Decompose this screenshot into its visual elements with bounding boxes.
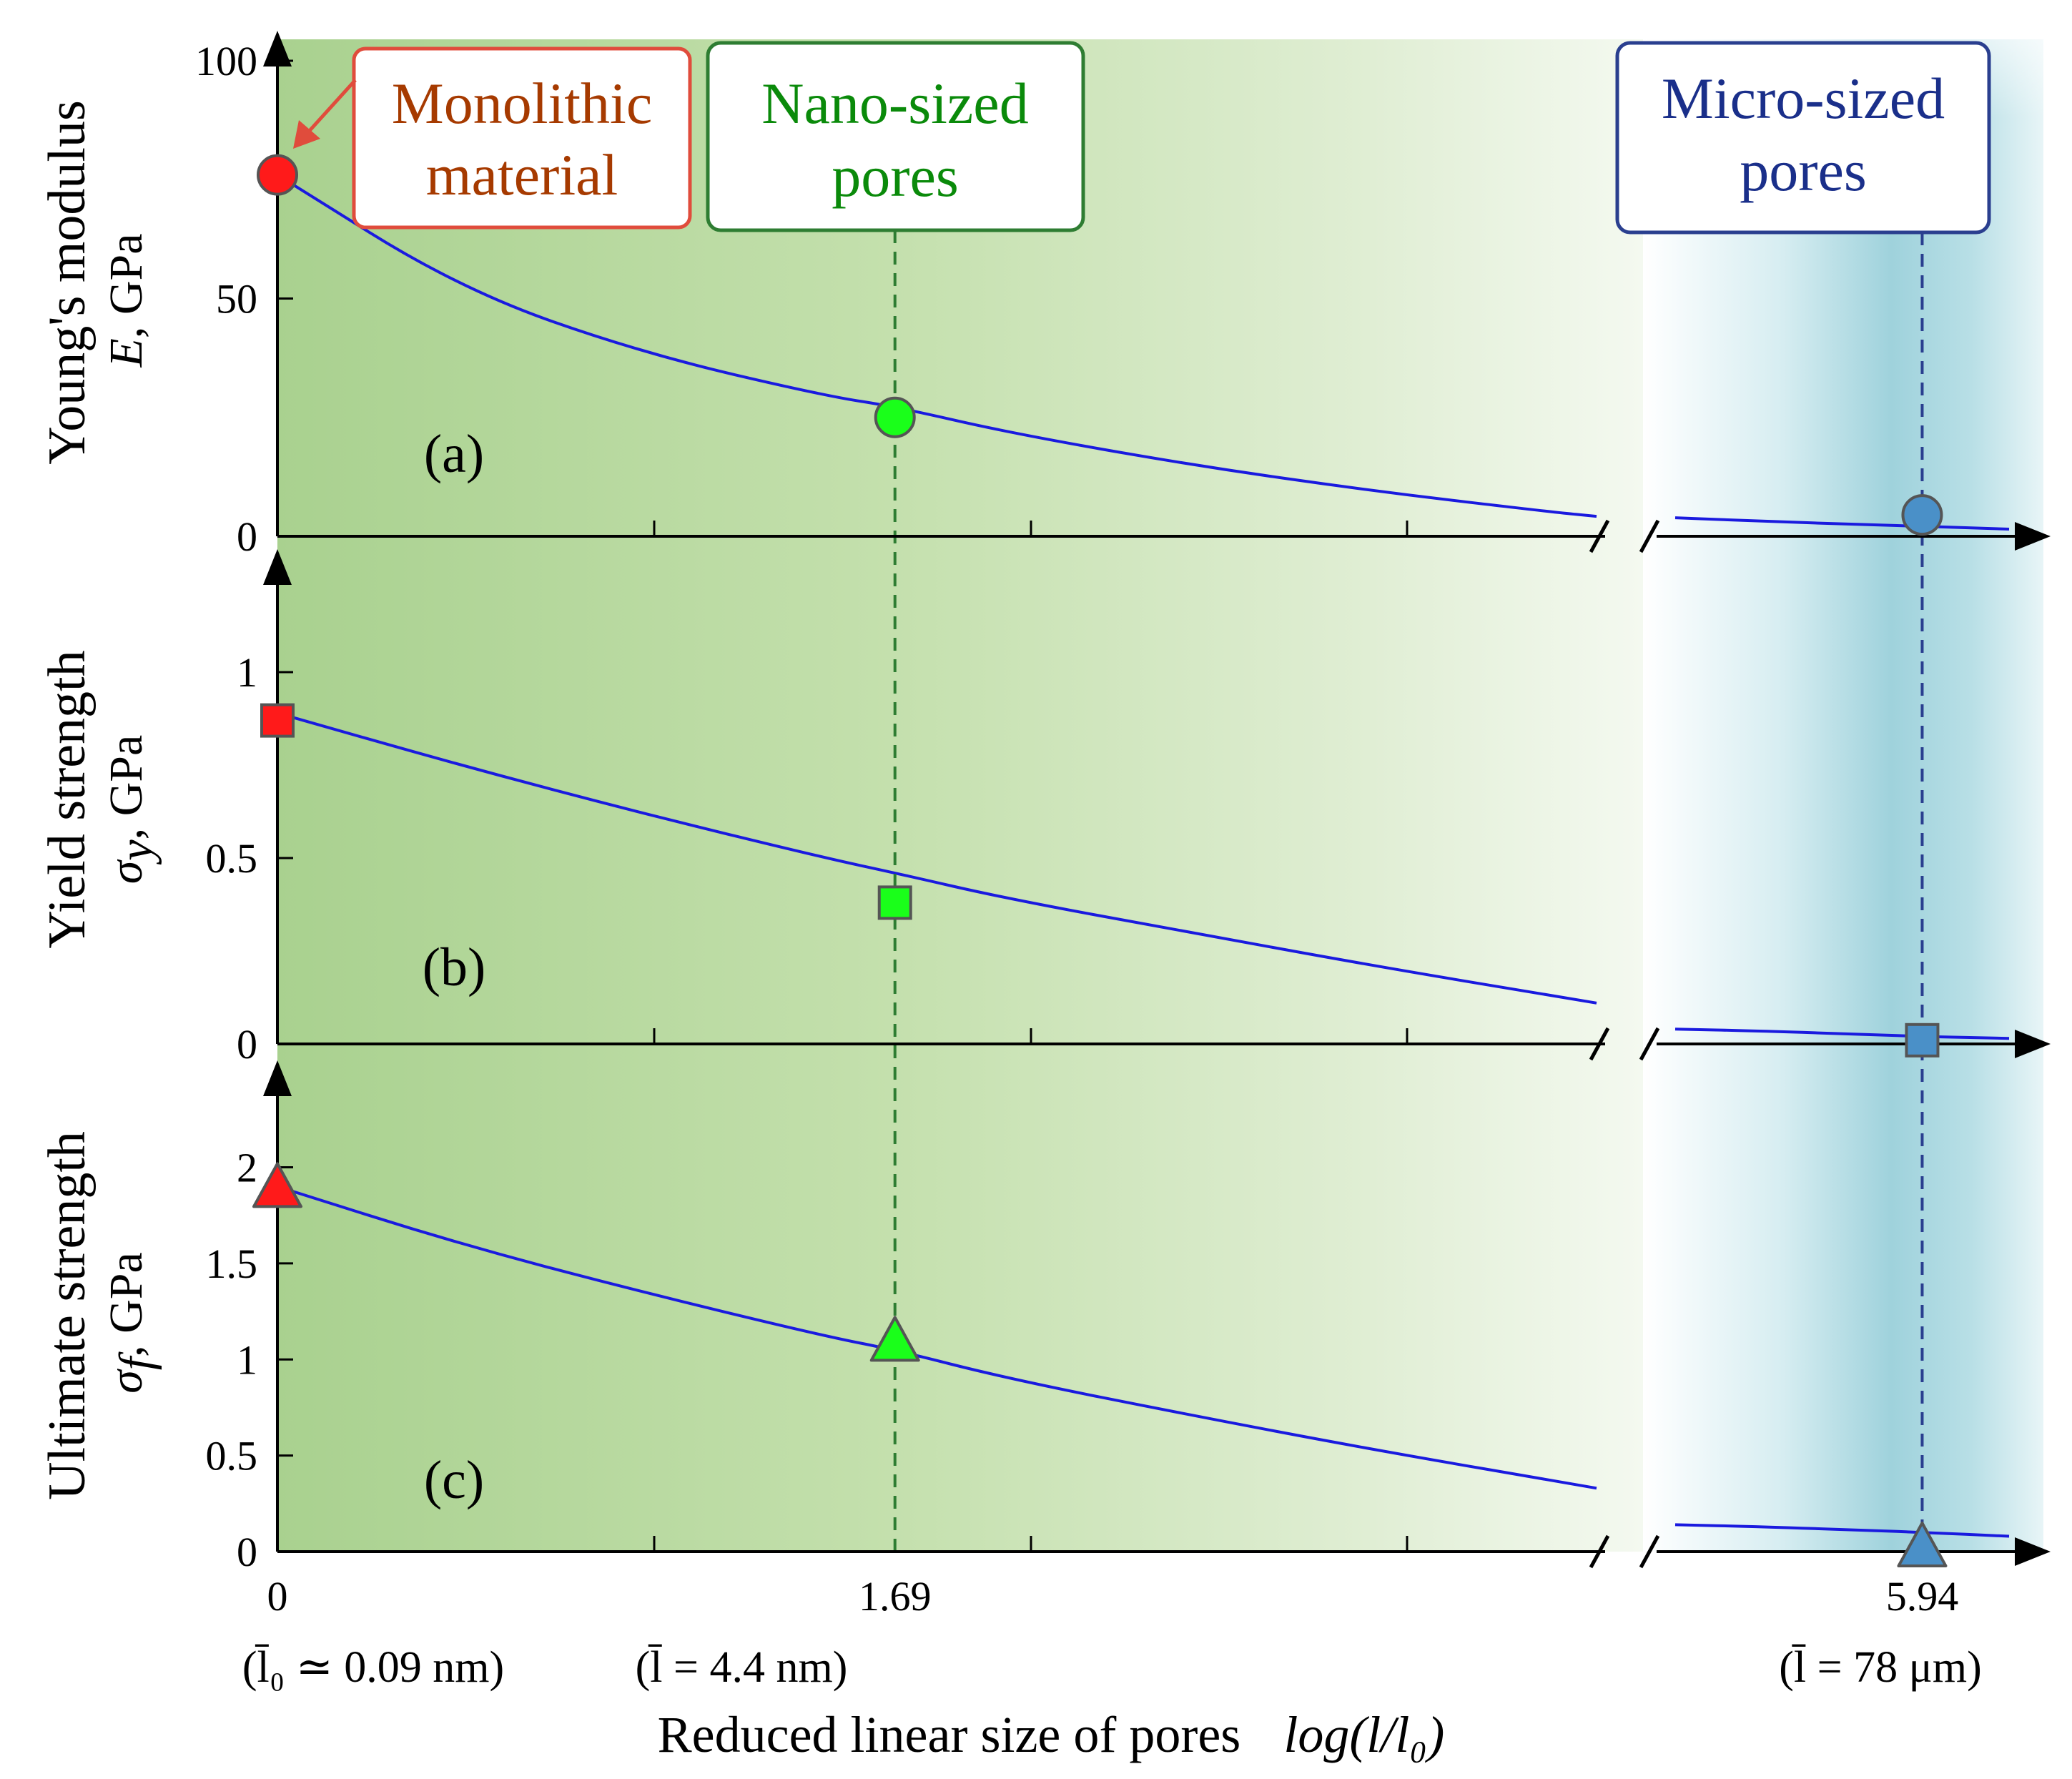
y-tick-label-c-1: 0.5: [206, 1433, 258, 1479]
micro-box: [1615, 41, 1991, 235]
y-tick-label-a-0: 0: [237, 513, 257, 560]
x-note-l0: (l̄₀ ≃ 0.09 nm): [242, 1643, 504, 1692]
model-curve-c-left: [277, 1185, 1597, 1490]
y-unit-a-label: , GPa: [100, 234, 152, 339]
micro-region-background: [1643, 39, 2043, 1552]
monolithic-label-line2: material: [426, 142, 618, 207]
y-tick-label-a-2: 100: [195, 38, 257, 84]
y-symbol-c: σ: [100, 1369, 152, 1394]
y-title-c: Ultimate strength: [38, 1131, 97, 1500]
y-title-b-text: Yield strength: [38, 650, 97, 948]
y-title-b: Yield strength: [38, 650, 97, 948]
axis-break-b-right: [1639, 1027, 1660, 1061]
y-unit-a: E, GPa: [100, 234, 152, 368]
monolithic-arrow: [306, 79, 357, 134]
axis-break-a-left: [1589, 519, 1610, 553]
y-arrowhead-a: [263, 31, 292, 66]
y-sub-b: y: [110, 839, 162, 865]
y-tick-label-a-1: 50: [216, 276, 257, 322]
y-unit-b-label: , GPa: [100, 735, 152, 840]
x-arrowhead-c: [2015, 1537, 2051, 1566]
marker-b-monolithic: [260, 703, 295, 738]
y-title-a-text: Young's modulus: [38, 100, 97, 465]
panel-label-c: (c): [424, 1450, 484, 1510]
y-unit-a-text: E, GPa: [100, 234, 152, 368]
monolithic-box: [352, 46, 692, 230]
panel-label-b: (b): [423, 937, 486, 997]
y-tick-label-c-0: 0: [237, 1529, 257, 1575]
marker-a-micro: [1901, 494, 1943, 536]
y-title-c-text: Ultimate strength: [38, 1131, 97, 1500]
x-axis-title: Reduced linear size of pores log(l/l₀): [658, 1706, 1445, 1763]
marker-a-monolithic: [257, 154, 298, 196]
x-axis-title-expr: log(l/l₀): [1283, 1706, 1444, 1763]
y-symbol-b: σ: [100, 859, 152, 884]
y-unit-b: σy, GPa: [100, 735, 162, 884]
marker-c-monolithic: [252, 1162, 302, 1208]
marker-b-nano: [877, 885, 912, 920]
x-arrowhead-a: [2015, 522, 2051, 551]
y-tick-label-c-4: 2: [237, 1145, 257, 1191]
model-curve-b-left: [277, 711, 1597, 1005]
axes: 0 50 100 0 0.5 1 0 0.5 1 1.5 2: [195, 31, 2051, 1575]
axis-break-c-right: [1639, 1534, 1660, 1569]
monolithic-arrowhead: [293, 120, 320, 149]
y-symbol-a: E: [100, 338, 152, 368]
x-axis-title-text: Reduced linear size of pores: [658, 1706, 1241, 1763]
y-arrowhead-b: [263, 549, 292, 585]
y-unit-c: σf, GPa: [100, 1252, 162, 1394]
micro-annotation: Micro-sized pores: [1615, 41, 1991, 235]
y-arrowhead-c: [263, 1060, 292, 1096]
y-tick-label-c-2: 1: [237, 1336, 257, 1383]
x-note-nano: (l̄ = 4.4 nm): [636, 1643, 848, 1692]
nano-label-line1: Nano-sized: [761, 71, 1028, 136]
nano-box: [706, 41, 1085, 232]
axis-break-c-left: [1589, 1534, 1610, 1569]
nano-label-line2: pores: [832, 144, 959, 209]
axis-break-a-right: [1639, 519, 1660, 553]
y-unit-c-text: σf, GPa: [100, 1252, 162, 1394]
panel-label-a: (a): [424, 424, 484, 484]
x-tick-labels: 0 1.69 5.94: [267, 1573, 1959, 1620]
marker-b-micro: [1905, 1022, 1940, 1058]
x-tick-label-0: 0: [267, 1573, 288, 1620]
x-note-micro: (l̄ = 78 μm): [1779, 1643, 1981, 1692]
x-tick-label-1: 1.69: [859, 1573, 932, 1620]
y-tick-label-b-0: 0: [237, 1021, 257, 1068]
marker-a-nano: [874, 396, 916, 438]
micro-label-line2: pores: [1740, 138, 1867, 203]
y-tick-label-c-3: 1.5: [206, 1241, 258, 1287]
micro-label-line1: Micro-sized: [1662, 66, 1945, 131]
nano-annotation: Nano-sized pores: [706, 41, 1085, 232]
y-tick-label-b-1: 0.5: [206, 835, 258, 882]
y-title-a: Young's modulus: [38, 100, 97, 465]
y-tick-label-b-2: 1: [237, 649, 257, 696]
y-unit-b-text: σy, GPa: [100, 735, 162, 884]
marker-c-micro: [1897, 1521, 1948, 1567]
monolithic-label-line1: Monolithic: [392, 71, 652, 136]
x-arrowhead-b: [2015, 1030, 2051, 1058]
monolithic-annotation: Monolithic material: [293, 46, 692, 230]
x-tick-label-2: 5.94: [1886, 1573, 1959, 1620]
marker-c-nano: [869, 1316, 920, 1362]
data-markers: [252, 154, 1948, 1567]
y-unit-c-label: , GPa: [100, 1252, 152, 1357]
axis-break-b-left: [1589, 1027, 1610, 1061]
nano-region-background: [277, 39, 1643, 1552]
